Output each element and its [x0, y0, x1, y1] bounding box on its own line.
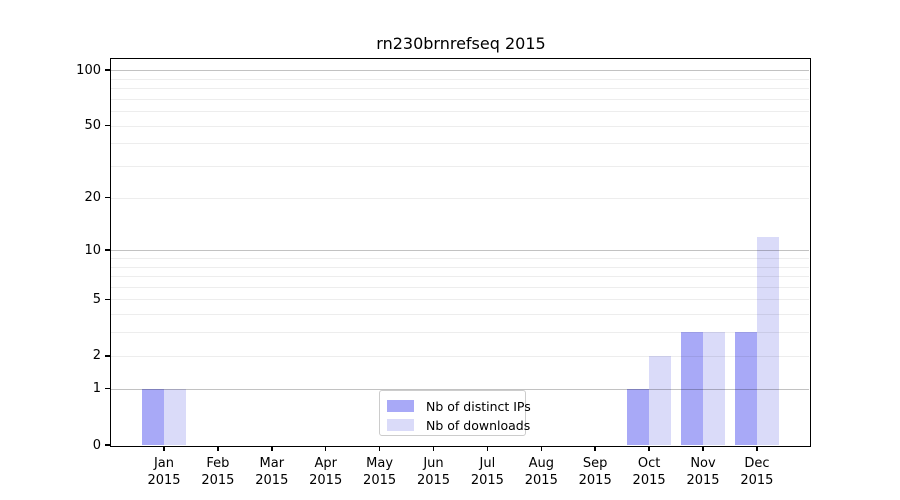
x-tick-mark-Jun	[432, 446, 435, 451]
y-tick-label-10: 10	[84, 242, 101, 258]
x-tick-label-Sep: Sep 2015	[578, 456, 612, 488]
y-tick-label-2: 2	[92, 348, 101, 364]
bar-downloads-jan	[164, 388, 186, 445]
gridline-minor-30	[111, 166, 809, 167]
x-tick-mark-Dec	[756, 446, 758, 451]
gridline-minor-20	[111, 197, 809, 199]
bar-distinct-ips-oct	[627, 388, 650, 445]
y-tick-label-50: 50	[84, 118, 101, 133]
y-tick-mark-10	[105, 249, 110, 251]
gridline-minor-4	[111, 314, 809, 316]
x-tick-mark-Feb	[217, 446, 219, 451]
y-tick-label-0: 0	[92, 437, 101, 453]
y-tick-mark-2	[105, 355, 110, 357]
bar-downloads-dec	[756, 236, 779, 445]
legend-swatch-downloads	[387, 419, 414, 431]
bar-distinct-ips-nov	[681, 332, 703, 445]
y-tick-mark-5	[105, 298, 110, 301]
x-tick-label-Apr: Apr 2015	[309, 456, 343, 488]
y-tick-label-20: 20	[84, 190, 101, 206]
bar-distinct-ips-jan	[142, 388, 164, 445]
y-tick-label-1: 1	[92, 381, 101, 397]
gridline-major-100	[111, 70, 809, 71]
gridline-minor-70	[111, 98, 809, 100]
y-tick-mark-0	[105, 444, 110, 446]
x-tick-mark-Jan	[163, 446, 165, 451]
gridline-minor-60	[111, 111, 809, 112]
legend-item-downloads: Nb of downloads	[387, 417, 530, 433]
gridline-minor-80	[111, 87, 809, 89]
x-tick-label-Jul: Jul 2015	[470, 456, 504, 488]
y-tick-label-5: 5	[92, 291, 101, 307]
x-tick-label-Jan: Jan 2015	[147, 456, 181, 488]
plot-area: Nb of distinct IPs Nb of downloads 0 1 2 5 1…	[76, 58, 811, 488]
y-tick-mark-50	[105, 124, 110, 127]
x-tick-mark-Oct	[648, 446, 650, 451]
x-tick-label-Feb: Feb 2015	[201, 456, 235, 488]
gridline-minor-50	[111, 125, 809, 127]
x-tick-mark-Nov	[702, 446, 704, 451]
legend-swatch-distinct-ips	[387, 400, 414, 412]
bar-downloads-nov	[703, 332, 725, 445]
legend-label-distinct-ips: Nb of distinct IPs	[426, 398, 531, 414]
y-tick-label-100: 100	[76, 62, 101, 78]
bar-distinct-ips-dec	[734, 332, 757, 445]
legend: Nb of distinct IPs Nb of downloads	[379, 390, 531, 436]
x-tick-mark-Sep	[594, 446, 596, 451]
gridline-minor-9	[111, 257, 809, 259]
gridline-minor-6	[111, 286, 809, 288]
x-tick-label-Aug: Aug 2015	[524, 456, 558, 488]
plot-inner: Nb of distinct IPs Nb of downloads 0 1 2 5 1…	[76, 59, 809, 488]
x-tick-mark-May	[378, 446, 381, 451]
gridline-minor-90	[111, 78, 809, 80]
legend-item-distinct-ips: Nb of distinct IPs	[387, 398, 531, 414]
x-tick-label-Nov: Nov 2015	[686, 456, 720, 488]
gridline-minor-8	[111, 266, 809, 268]
chart-title: rn230brnrefseq 2015	[376, 34, 546, 53]
y-tick-mark-20	[105, 196, 110, 199]
x-tick-label-Oct: Oct 2015	[632, 456, 666, 488]
bar-downloads-oct	[649, 355, 672, 445]
x-tick-mark-Aug	[540, 446, 543, 451]
x-tick-label-Mar: Mar 2015	[255, 456, 289, 488]
x-tick-label-Dec: Dec 2015	[740, 456, 774, 488]
gridline-major-10	[111, 250, 809, 252]
gridline-minor-5	[111, 299, 809, 301]
x-tick-mark-Mar	[271, 446, 273, 451]
y-tick-mark-100	[105, 69, 110, 71]
gridline-minor-40	[111, 143, 809, 145]
x-tick-label-May: May 2015	[363, 456, 397, 488]
legend-label-downloads: Nb of downloads	[426, 417, 531, 433]
gridline-minor-7	[111, 276, 809, 277]
y-tick-mark-1	[105, 387, 110, 390]
x-tick-label-Jun: Jun 2015	[416, 456, 451, 488]
x-tick-mark-Jul	[486, 446, 489, 451]
x-tick-mark-Apr	[324, 446, 327, 451]
